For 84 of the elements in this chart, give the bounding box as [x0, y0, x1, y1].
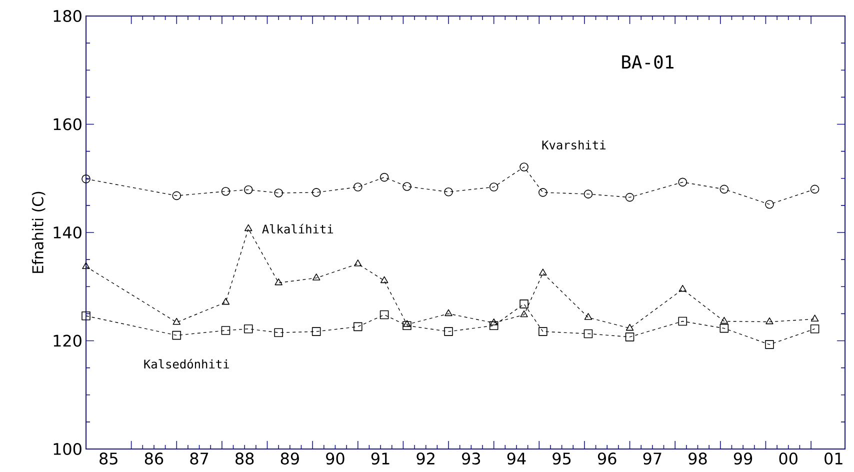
- point: [380, 172, 389, 182]
- x-tick-label: 90: [326, 452, 344, 465]
- series-label: Alkalíhiti: [262, 224, 334, 234]
- point: [678, 178, 688, 187]
- x-tick-label: 98: [688, 452, 707, 465]
- point: [274, 278, 282, 286]
- x-tick-label: 96: [598, 452, 616, 465]
- point: [172, 191, 182, 200]
- point: [380, 276, 388, 284]
- point: [221, 186, 230, 196]
- series-label: Kvarshiti: [542, 140, 606, 150]
- point: [244, 185, 253, 194]
- point: [520, 310, 528, 318]
- y-tick-label: 180: [54, 10, 82, 22]
- point: [274, 328, 283, 338]
- text: Kalsedónhiti: [144, 358, 229, 369]
- point: [402, 182, 412, 191]
- x-tick-label: 92: [416, 452, 434, 465]
- point: [444, 188, 453, 196]
- x-tick-label: 97: [643, 452, 662, 465]
- point: [403, 320, 411, 327]
- point: [312, 327, 321, 336]
- point: [625, 192, 634, 202]
- text: BA-01: [622, 55, 674, 69]
- y-axis-title: Efnahiti (C): [32, 192, 46, 273]
- point: [520, 162, 528, 172]
- point: [274, 188, 283, 198]
- point: [810, 184, 820, 194]
- point: [444, 309, 452, 316]
- point: [810, 324, 820, 334]
- point: [244, 224, 252, 232]
- point: [520, 300, 528, 308]
- point: [810, 314, 819, 322]
- x-tick-label: 85: [100, 452, 118, 465]
- y-tick-label: 140: [54, 226, 82, 239]
- point: [678, 284, 686, 292]
- point: [353, 322, 362, 332]
- x-tick-label: 01: [824, 452, 842, 465]
- x-tick-label: 91: [371, 452, 390, 465]
- point: [312, 188, 321, 197]
- point: [172, 330, 182, 340]
- x-tick-label: 88: [236, 452, 254, 465]
- point: [489, 321, 498, 330]
- x-tick-label: 87: [190, 452, 208, 465]
- point: [584, 190, 593, 198]
- x-tick-label: 89: [280, 452, 299, 465]
- point: [678, 316, 688, 326]
- y-tick-label: 160: [54, 118, 82, 130]
- point: [244, 324, 253, 334]
- point: [626, 324, 634, 331]
- x-tick-label: 99: [734, 452, 752, 465]
- point: [490, 318, 498, 326]
- x-tick-label: 93: [462, 452, 480, 465]
- point: [539, 268, 547, 276]
- y-tick-label: 100: [54, 442, 82, 456]
- point: [222, 298, 230, 305]
- point: [444, 327, 453, 336]
- y-tick-label: 120: [54, 334, 82, 347]
- x-tick-label: 00: [779, 452, 798, 465]
- point: [489, 182, 498, 192]
- point: [720, 184, 729, 194]
- x-tick-label: 94: [507, 452, 526, 465]
- point: [766, 317, 774, 324]
- point: [380, 310, 389, 320]
- x-tick-label: 95: [552, 452, 571, 465]
- point: [720, 324, 729, 333]
- point: [765, 200, 774, 209]
- point: [765, 340, 774, 349]
- point: [82, 262, 90, 269]
- point: [625, 332, 634, 342]
- point: [584, 313, 592, 320]
- x-tick-label: 86: [144, 452, 164, 465]
- point: [720, 316, 728, 324]
- point: [353, 182, 362, 192]
- point: [354, 259, 362, 266]
- point: [538, 188, 548, 197]
- point: [538, 327, 548, 336]
- point: [82, 174, 90, 184]
- point: [402, 321, 412, 330]
- point: [221, 326, 230, 335]
- point: [172, 318, 180, 325]
- point: [584, 329, 593, 338]
- point: [312, 274, 320, 280]
- point: [82, 311, 90, 320]
